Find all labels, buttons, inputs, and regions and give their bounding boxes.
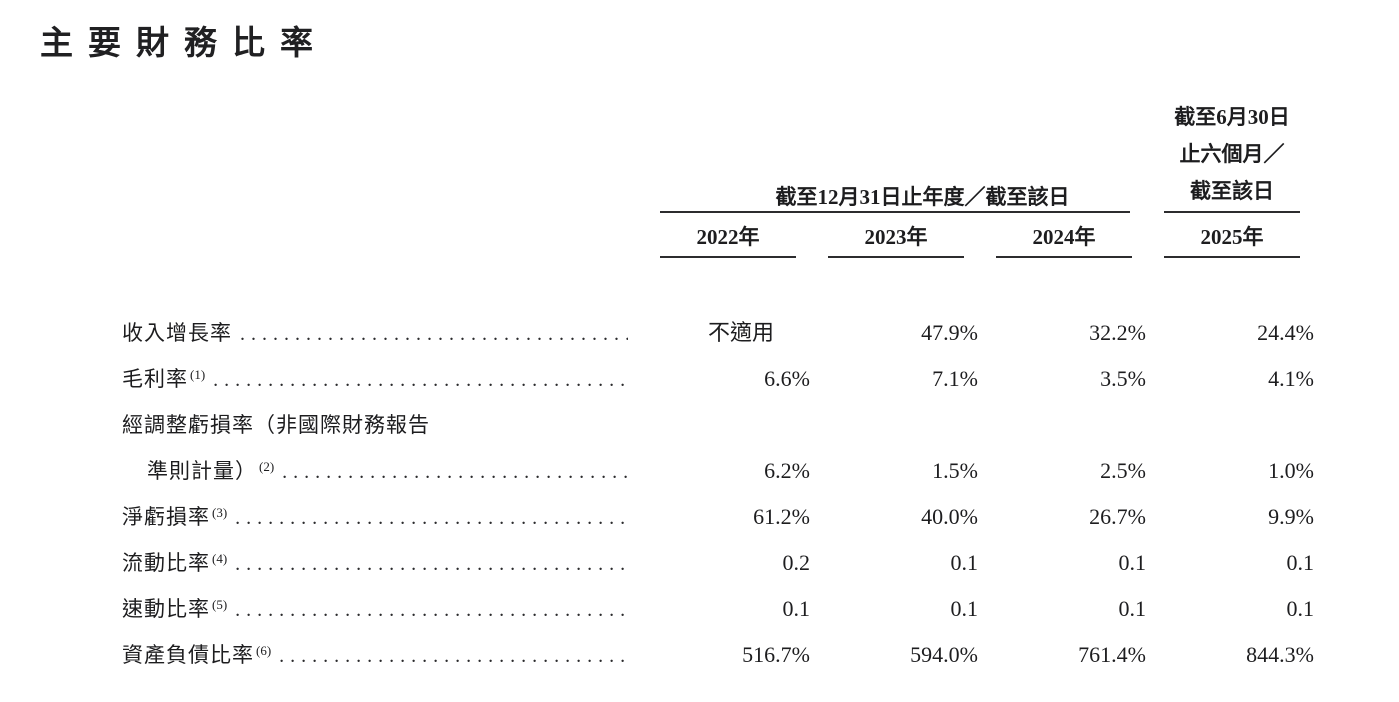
annual-header-rule bbox=[660, 211, 1130, 213]
row-label: 速動比率 bbox=[122, 597, 210, 621]
interim-header-rule bbox=[1164, 211, 1300, 213]
row-label-cell: 資產負債比率 (6) bbox=[122, 632, 628, 678]
value-2025: 844.3% bbox=[1246, 642, 1314, 667]
dot-leader bbox=[235, 540, 628, 586]
year-underline-2025 bbox=[1164, 256, 1300, 258]
table-row-current-ratio: 流動比率 (4) 0.2 0.1 0.1 0.1 bbox=[0, 540, 1399, 586]
table-row-revenue-growth: 收入增長率 不適用 47.9% 32.2% 24.4% bbox=[0, 310, 1399, 356]
value-2022: 不適用 bbox=[707, 320, 774, 345]
row-label-cell: 流動比率 (4) bbox=[122, 540, 628, 586]
footnote-marker: (1) bbox=[190, 367, 206, 382]
footnote-marker: (6) bbox=[256, 643, 272, 658]
value-2024: 761.4% bbox=[1078, 642, 1146, 667]
value-2025: 0.1 bbox=[1286, 550, 1315, 575]
row-label: 收入增長率 bbox=[122, 321, 232, 345]
row-label: 資產負債比率 bbox=[122, 643, 254, 667]
footnote-marker: (2) bbox=[259, 459, 275, 474]
dot-leader bbox=[279, 632, 628, 678]
period-header-interim: 截至6月30日 止六個月／ 截至該日 bbox=[1150, 99, 1314, 210]
value-2023: 594.0% bbox=[910, 642, 978, 667]
period-header-interim-line2: 止六個月／ bbox=[1179, 142, 1285, 166]
value-2023: 7.1% bbox=[932, 366, 978, 391]
year-header-2025: 2025年 bbox=[1200, 225, 1264, 249]
value-2023: 47.9% bbox=[921, 320, 978, 345]
footnote-marker: (5) bbox=[212, 597, 228, 612]
period-header-interim-line1: 截至6月30日 bbox=[1174, 105, 1290, 129]
row-label: 經調整虧損率（非國際財務報告 bbox=[122, 413, 430, 437]
row-label: 流動比率 bbox=[122, 551, 210, 575]
row-label-cell: 毛利率 (1) bbox=[122, 356, 628, 402]
value-2024: 26.7% bbox=[1089, 504, 1146, 529]
value-2025: 1.0% bbox=[1268, 458, 1314, 483]
value-2022: 6.2% bbox=[764, 458, 810, 483]
row-label: 毛利率 bbox=[122, 367, 188, 391]
value-2025: 24.4% bbox=[1257, 320, 1314, 345]
table-row-adjusted-loss-margin-line2: 準則計量） (2) 6.2% 1.5% 2.5% 1.0% bbox=[0, 448, 1399, 494]
value-2025: 9.9% bbox=[1268, 504, 1314, 529]
year-header-2024: 2024年 bbox=[1032, 225, 1096, 249]
row-label-cell: 準則計量） (2) bbox=[122, 448, 628, 494]
table-row-gross-margin: 毛利率 (1) 6.6% 7.1% 3.5% 4.1% bbox=[0, 356, 1399, 402]
table-row-net-loss-margin: 淨虧損率 (3) 61.2% 40.0% 26.7% 9.9% bbox=[0, 494, 1399, 540]
table-row-quick-ratio: 速動比率 (5) 0.1 0.1 0.1 0.1 bbox=[0, 586, 1399, 632]
ratios-table-body: 收入增長率 不適用 47.9% 32.2% 24.4% 毛利率 (1) 6.6%… bbox=[0, 310, 1399, 678]
value-2022: 6.6% bbox=[764, 366, 810, 391]
table-row-adjusted-loss-margin-line1: 經調整虧損率（非國際財務報告 bbox=[0, 402, 1399, 448]
dot-leader bbox=[213, 356, 628, 402]
year-underline-2022 bbox=[660, 256, 796, 258]
page-title: 主要財務比率 bbox=[40, 24, 328, 61]
footnote-marker: (3) bbox=[212, 505, 228, 520]
table-row-gearing-ratio: 資產負債比率 (6) 516.7% 594.0% 761.4% 844.3% bbox=[0, 632, 1399, 678]
value-2025: 0.1 bbox=[1286, 596, 1315, 621]
row-label-cell: 經調整虧損率（非國際財務報告 bbox=[122, 402, 628, 448]
value-2024: 2.5% bbox=[1100, 458, 1146, 483]
value-2023: 0.1 bbox=[950, 596, 979, 621]
value-2023: 1.5% bbox=[932, 458, 978, 483]
value-2024: 3.5% bbox=[1100, 366, 1146, 391]
row-label-cell: 淨虧損率 (3) bbox=[122, 494, 628, 540]
value-2025: 4.1% bbox=[1268, 366, 1314, 391]
value-2022: 0.1 bbox=[782, 596, 811, 621]
value-2024: 0.1 bbox=[1118, 596, 1147, 621]
value-2023: 0.1 bbox=[950, 550, 979, 575]
dot-leader bbox=[240, 310, 628, 356]
dot-leader bbox=[282, 448, 628, 494]
year-header-2023: 2023年 bbox=[864, 225, 928, 249]
value-2022: 516.7% bbox=[742, 642, 810, 667]
value-2024: 0.1 bbox=[1118, 550, 1147, 575]
period-header-interim-line3: 截至該日 bbox=[1190, 179, 1274, 203]
period-header-annual: 截至12月31日止年度／截至該日 bbox=[775, 185, 1070, 209]
year-underline-2024 bbox=[996, 256, 1132, 258]
value-2022: 61.2% bbox=[753, 504, 810, 529]
value-2022: 0.2 bbox=[782, 550, 811, 575]
row-label: 準則計量） bbox=[147, 459, 257, 483]
row-label-cell: 收入增長率 bbox=[122, 310, 628, 356]
value-2024: 32.2% bbox=[1089, 320, 1146, 345]
year-underline-2023 bbox=[828, 256, 964, 258]
footnote-marker: (4) bbox=[212, 551, 228, 566]
row-label-cell: 速動比率 (5) bbox=[122, 586, 628, 632]
value-2023: 40.0% bbox=[921, 504, 978, 529]
dot-leader bbox=[235, 586, 628, 632]
year-header-2022: 2022年 bbox=[696, 225, 760, 249]
row-label: 淨虧損率 bbox=[122, 505, 210, 529]
dot-leader bbox=[235, 494, 628, 540]
